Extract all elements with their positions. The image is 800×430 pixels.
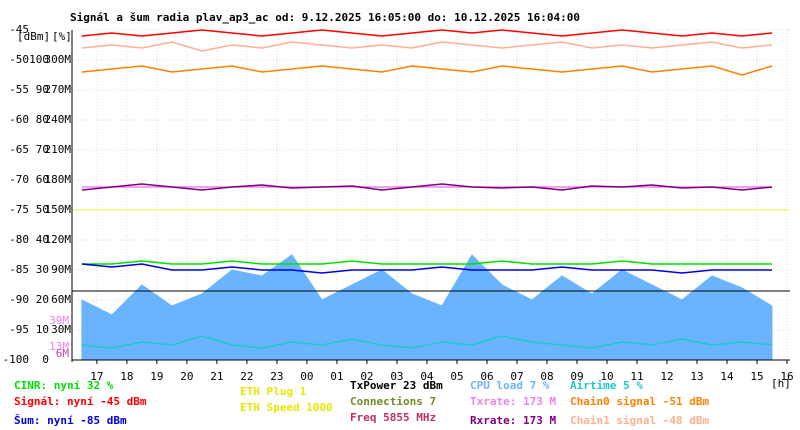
y-tick-label: -85	[9, 263, 29, 276]
x-tick-label: 15	[750, 370, 763, 383]
y2-tick-label: 60	[36, 173, 49, 186]
series-line	[81, 29, 773, 37]
legend-entry: Txrate: 173 M	[470, 395, 556, 408]
status-text: TxPower 23 dBm	[350, 379, 443, 392]
y-tick-label: -65	[9, 143, 29, 156]
y2-tick-label: 100	[29, 53, 49, 66]
y-tick-label: -80	[9, 233, 29, 246]
y2-tick-label: 50	[36, 203, 49, 216]
x-tick-label: 07	[510, 370, 523, 383]
y-tick-label: -90	[9, 293, 29, 306]
y-tick-label: -95	[9, 323, 29, 336]
x-tick-label: 02	[360, 370, 373, 383]
x-tick-label: 03	[390, 370, 403, 383]
x-tick-label: 20	[180, 370, 193, 383]
y2-tick-label: 20	[36, 293, 49, 306]
status-text: ETH Speed 1000	[240, 401, 333, 414]
x-tick-label: 00	[300, 370, 313, 383]
series-line	[81, 183, 773, 191]
x-tick-label: 21	[210, 370, 223, 383]
y3-tick-label: 300M	[45, 53, 72, 66]
x-tick-label: 01	[330, 370, 343, 383]
y-tick-label: -45	[9, 23, 29, 36]
y-tick-label: -70	[9, 173, 29, 186]
y-unit-label: [dBm]	[17, 30, 50, 43]
series-line	[81, 263, 772, 274]
y3-tick-label: 120M	[45, 233, 72, 246]
y3-tick-label: 60M	[51, 293, 71, 306]
x-tick-label: 16	[780, 370, 793, 383]
x-tick-label: 19	[150, 370, 163, 383]
x-tick-label: 09	[570, 370, 583, 383]
y2-tick-label: 40	[36, 233, 49, 246]
series-area	[81, 254, 773, 361]
status-text: Freq 5855 MHz	[350, 411, 436, 424]
y2-tick-label: 0	[42, 353, 49, 366]
legend-entry: Airtime 5 %	[570, 379, 643, 392]
value-annotation: 13M	[49, 340, 69, 353]
x-tick-label: 22	[240, 370, 253, 383]
legend-entry: Chain0 signal -51 dBm	[570, 395, 709, 408]
y2-tick-label: 70	[36, 143, 49, 156]
x-tick-label: 08	[540, 370, 553, 383]
y2-tick-label: 90	[36, 83, 49, 96]
y-tick-label: -55	[9, 83, 29, 96]
grid	[72, 29, 790, 361]
series-line	[81, 41, 773, 52]
x-tick-label: 06	[480, 370, 493, 383]
legend-entry: Signál: nyní -45 dBm	[14, 395, 147, 408]
y2-tick-label: 80	[36, 113, 49, 126]
x-tick-label: 12	[660, 370, 673, 383]
x-tick-label: 23	[270, 370, 283, 383]
x-tick-label: 04	[420, 370, 434, 383]
value-annotation: 39M	[49, 314, 69, 327]
x-tick-label: 14	[720, 370, 734, 383]
x-tick-label: 10	[600, 370, 613, 383]
x-tick-label: 17	[90, 370, 103, 383]
x-tick-label: 18	[120, 370, 133, 383]
y3-tick-label: 240M	[45, 113, 72, 126]
y3-tick-label: 270M	[45, 83, 72, 96]
x-tick-label: 05	[450, 370, 463, 383]
legend-entry: CINR: nyní 32 %	[14, 379, 114, 392]
series-line	[81, 335, 773, 349]
x-unit-label: [h]	[771, 377, 791, 390]
y-tick-label: -100	[3, 353, 30, 366]
status-text: ETH Plug 1	[240, 385, 307, 398]
x-tick-label: 11	[630, 370, 643, 383]
legend-entry: Rxrate: 173 M	[470, 414, 556, 427]
y-tick-label: -60	[9, 113, 29, 126]
status-text: Connections 7	[350, 395, 436, 408]
y3-tick-label: 210M	[45, 143, 72, 156]
y3-tick-label: 30M	[51, 323, 71, 336]
y2-tick-label: 30	[36, 263, 49, 276]
y2-unit-label: [%]	[52, 30, 72, 43]
x-tick-label: 13	[690, 370, 703, 383]
y-tick-label: -50	[9, 53, 29, 66]
chart-title: Signál a šum radia plav_ap3_ac od: 9.12.…	[70, 11, 580, 24]
y-tick-label: -75	[9, 203, 29, 216]
plot	[81, 29, 773, 361]
legend-entry: Šum: nyní -85 dBm	[14, 414, 127, 427]
y3-tick-label: 90M	[51, 263, 71, 276]
y3-tick-label: 180M	[45, 173, 72, 186]
series-line	[81, 260, 772, 265]
legend-entry: Chain1 signal -48 dBm	[570, 414, 709, 427]
series-line	[81, 65, 773, 76]
legend-entry: CPU load 7 %	[470, 379, 550, 392]
y3-tick-label: 150M	[45, 203, 72, 216]
value-annotation: 6M	[56, 347, 70, 360]
y2-tick-label: 10	[36, 323, 49, 336]
